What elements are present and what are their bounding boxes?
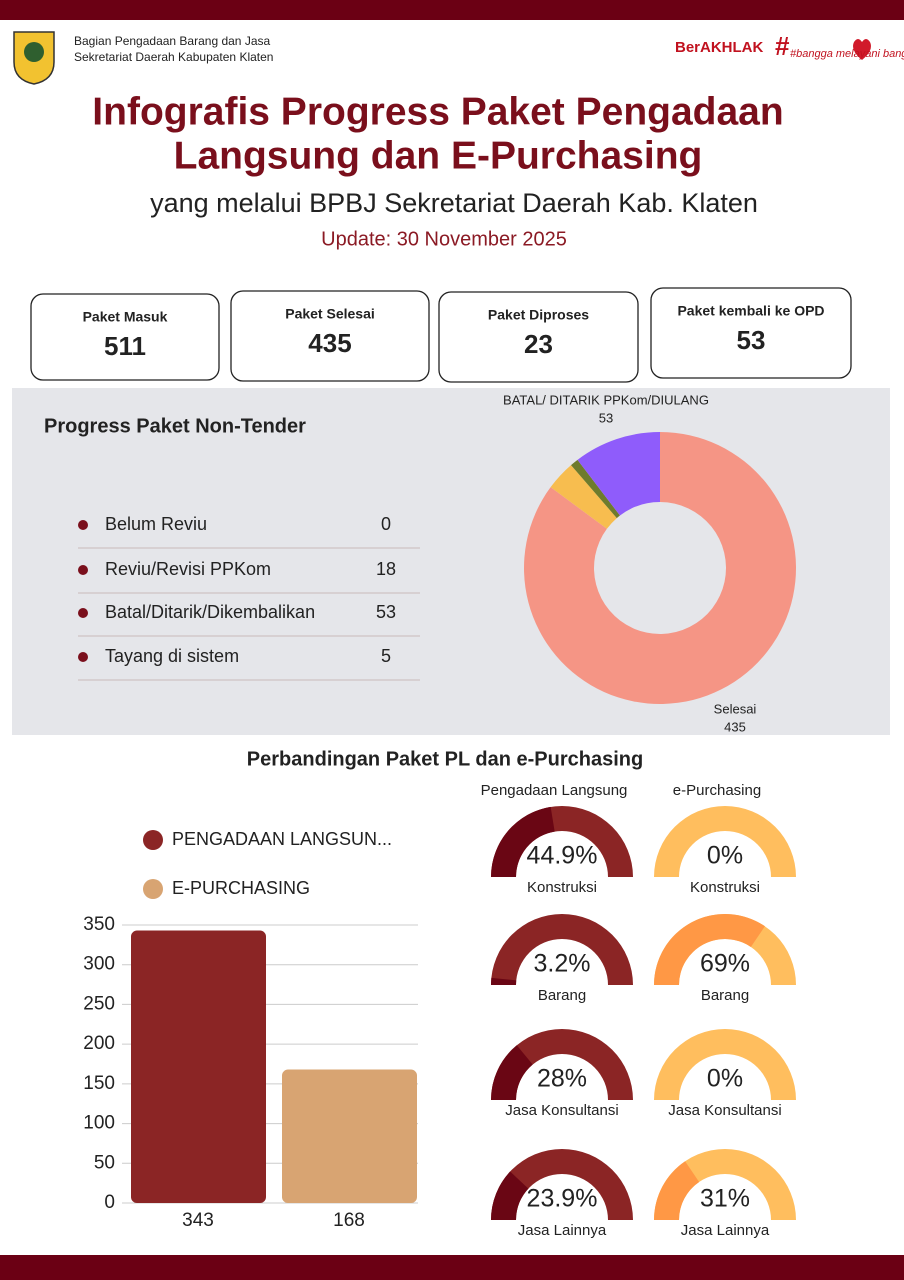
gauge-fill [654, 914, 765, 985]
gauge-value-label: 0% [707, 842, 743, 870]
bottom-bar [0, 1255, 904, 1280]
gauge-fill [491, 977, 517, 985]
donut-value: 435 [724, 719, 746, 734]
title: Infografis Progress Paket Pengadaan [92, 90, 783, 133]
y-tick-label: 100 [83, 1113, 115, 1134]
bullet [78, 652, 88, 662]
gauge-fill [491, 1045, 533, 1100]
bar-value-label: 343 [182, 1210, 214, 1231]
gauge-value-label: 44.9% [527, 842, 598, 870]
bullet [78, 608, 88, 618]
legend-label: E-PURCHASING [172, 878, 310, 898]
subtitle: yang melalui BPBJ Sekretariat Daerah Kab… [150, 188, 758, 218]
logo-text: BerAKHLAK [675, 39, 764, 56]
legend-marker [143, 830, 163, 850]
y-tick-label: 150 [83, 1073, 115, 1094]
section-title: Perbandingan Paket PL dan e-Purchasing [247, 748, 643, 770]
org-line: Bagian Pengadaan Barang dan Jasa [74, 34, 270, 48]
gauge-category: Jasa Lainnya [680, 1222, 770, 1239]
item-label: Tayang di sistem [105, 646, 239, 666]
section-title: Progress Paket Non-Tender [44, 415, 306, 437]
logo-text: #bangga melayani bangsa [790, 48, 904, 60]
y-tick-label: 0 [104, 1192, 115, 1213]
y-tick-label: 200 [83, 1033, 115, 1054]
y-tick-label: 300 [83, 954, 115, 975]
gauge-value-label: 23.9% [527, 1185, 598, 1213]
gauge-track [491, 1029, 633, 1100]
item-label: Belum Reviu [105, 514, 207, 534]
item-value: 18 [376, 559, 396, 579]
gauge-value-label: 3.2% [534, 950, 591, 978]
gauge-track [491, 914, 633, 985]
gauge-fill [491, 1171, 529, 1220]
top-bar [0, 0, 904, 20]
org-line: Sekretariat Daerah Kabupaten Klaten [74, 50, 273, 64]
legend-marker [143, 879, 163, 899]
gauge-category: Jasa Lainnya [517, 1222, 607, 1239]
donut-label: BATAL/ DITARIK PPKom/DIULANG [503, 392, 709, 407]
item-value: 53 [376, 602, 396, 622]
gauge-category: Jasa Konsultansi [668, 1102, 782, 1119]
gauge-value-label: 28% [537, 1065, 587, 1093]
gauge-value-label: 0% [707, 1065, 743, 1093]
donut-slice [550, 465, 617, 529]
donut-value: 53 [599, 410, 613, 425]
bar [131, 930, 266, 1203]
y-tick-label: 50 [94, 1152, 115, 1173]
stat-value: 53 [737, 325, 766, 355]
stat-value: 435 [308, 328, 351, 358]
stat-value: 511 [104, 331, 146, 361]
heart-logo [853, 39, 871, 60]
gauge-category: Jasa Konsultansi [505, 1102, 619, 1119]
donut-slice [577, 432, 660, 516]
item-label: Reviu/Revisi PPKom [105, 559, 271, 579]
stat-label: Paket Diproses [488, 307, 589, 323]
donut-slice [524, 432, 796, 705]
stat-card [230, 290, 430, 382]
gauge-category: Konstruksi [526, 879, 598, 896]
stat-label: Paket kembali ke OPD [677, 303, 824, 319]
stat-card [30, 293, 220, 381]
crest-logo [13, 31, 55, 85]
bullet [78, 520, 88, 530]
gauge-track [654, 806, 796, 877]
bangga-icon: # [775, 31, 790, 61]
gauge-group-title: e-Purchasing [673, 782, 761, 799]
bar-value-label: 168 [333, 1210, 365, 1231]
stat-label: Paket Selesai [285, 306, 375, 322]
gauge-fill [654, 1161, 700, 1220]
donut-slice [571, 459, 620, 519]
legend-label: PENGADAAN LANGSUN... [172, 829, 392, 849]
bullet [78, 565, 88, 575]
item-label: Batal/Ditarik/Dikembalikan [105, 602, 315, 622]
y-tick-label: 250 [83, 993, 115, 1014]
gauge-category: Barang [700, 987, 750, 1004]
gauge-category: Barang [537, 987, 587, 1004]
stat-card [650, 287, 852, 379]
gauge-fill [491, 806, 555, 877]
gauge-value-label: 31% [700, 1185, 750, 1213]
bar [282, 1069, 417, 1203]
item-value: 0 [381, 514, 391, 534]
gauge-group-title: Pengadaan Langsung [481, 782, 628, 799]
gauge-category: Konstruksi [689, 879, 761, 896]
donut-label: Selesai [714, 701, 757, 716]
svg-text:#: # [775, 31, 790, 61]
title: Langsung dan E-Purchasing [174, 134, 703, 177]
update-date: Update: 30 November 2025 [321, 228, 567, 250]
gauge-track [654, 1029, 796, 1100]
stat-value: 23 [524, 329, 553, 359]
gauge-track [654, 1149, 796, 1220]
item-value: 5 [381, 646, 391, 666]
gauge-track [491, 1149, 633, 1220]
gauge-value-label: 69% [700, 950, 750, 978]
y-tick-label: 350 [83, 914, 115, 935]
stat-label: Paket Masuk [83, 309, 168, 325]
stat-card [438, 291, 639, 383]
